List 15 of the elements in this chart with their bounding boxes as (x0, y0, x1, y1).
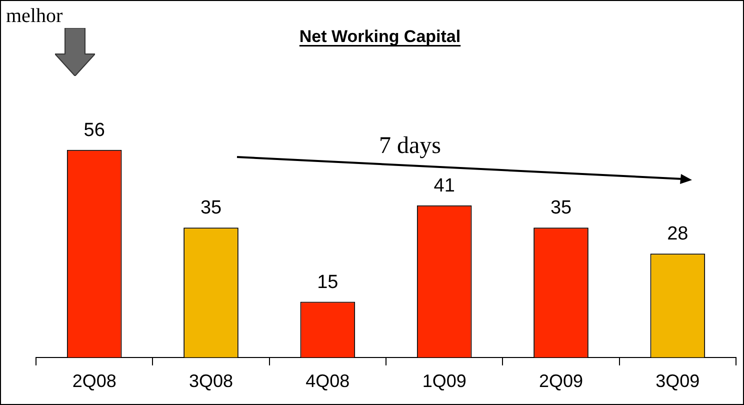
annotation: 7 days (379, 133, 441, 159)
text: melhor (6, 5, 63, 27)
x-tick-label: 1Q09 (422, 371, 466, 392)
x-tick-label: 2Q08 (72, 371, 116, 392)
x-tick-label: 3Q08 (188, 371, 234, 392)
chart-title: Net Working Capital (299, 27, 461, 46)
data-label: 15 (317, 272, 338, 293)
x-tick-label: 2Q09 (538, 371, 584, 392)
data-label: 41 (434, 175, 455, 196)
x-tick-label: 4Q08 (306, 371, 350, 392)
data-label: 35 (550, 198, 572, 219)
x-tick-label: 3Q09 (656, 371, 700, 392)
data-label: 28 (667, 224, 688, 245)
data-label: 35 (200, 198, 222, 219)
data-label: 56 (84, 120, 105, 141)
